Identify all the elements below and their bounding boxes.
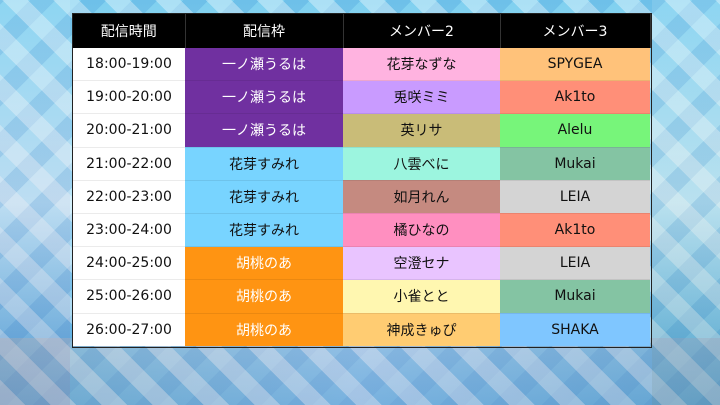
time-cell: 20:00-21:00 [73,113,185,148]
host-cell: 花芽すみれ [185,213,343,248]
column-header: メンバー3 [500,14,651,48]
time-cell: 22:00-23:00 [73,180,185,214]
member2-cell: 兎咲ミミ [343,80,500,115]
table-row: 25:00-26:00 胡桃のあ 小雀とと Mukai [73,279,650,314]
member2-cell: 如月れん [343,180,500,214]
host-cell: 一ノ瀬うるは [185,48,343,82]
member3-cell: Ak1to [500,80,650,115]
host-cell: 花芽すみれ [185,147,343,181]
header-row: 配信時間 配信枠 メンバー2 メンバー3 [73,14,651,48]
host-cell: 一ノ瀬うるは [185,80,343,115]
member2-cell: 橘ひなの [343,213,500,248]
member3-cell: LEIA [500,246,650,281]
schedule-table: 配信時間 配信枠 メンバー2 メンバー3 18:00-19:00 一ノ瀬うるは 花芽なずな… [73,14,651,347]
member3-cell: Ak1to [500,213,650,248]
host-cell: 胡桃のあ [185,246,343,281]
host-cell: 胡桃のあ [185,313,343,347]
character-art-left [0,0,70,405]
character-art-right [652,0,720,405]
time-cell: 23:00-24:00 [73,213,185,248]
member3-cell: SPYGEA [500,48,650,82]
member3-cell: LEIA [500,180,650,214]
member3-cell: Mukai [500,147,650,181]
member2-cell: 八雲べに [343,147,500,181]
table-row: 20:00-21:00 一ノ瀬うるは 英リサ Alelu [73,113,650,148]
host-cell: 胡桃のあ [185,279,343,314]
table-row: 18:00-19:00 一ノ瀬うるは 花芽なずな SPYGEA [73,48,650,82]
member3-cell: Alelu [500,113,650,148]
table-row: 22:00-23:00 花芽すみれ 如月れん LEIA [73,180,650,214]
table-row: 19:00-20:00 一ノ瀬うるは 兎咲ミミ Ak1to [73,80,650,115]
time-cell: 24:00-25:00 [73,246,185,281]
time-cell: 25:00-26:00 [73,279,185,314]
member3-cell: Mukai [500,279,650,314]
column-header: 配信時間 [73,14,186,48]
column-header: 配信枠 [185,14,344,48]
member2-cell: 空澄セナ [343,246,500,281]
table-row: 26:00-27:00 胡桃のあ 神成きゅぴ SHAKA [73,313,650,347]
table-row: 24:00-25:00 胡桃のあ 空澄セナ LEIA [73,246,650,281]
time-cell: 26:00-27:00 [73,313,185,347]
member2-cell: 花芽なずな [343,48,500,82]
table-row: 23:00-24:00 花芽すみれ 橘ひなの Ak1to [73,213,650,248]
member2-cell: 神成きゅぴ [343,313,500,347]
member3-cell: SHAKA [500,313,650,347]
table-row: 21:00-22:00 花芽すみれ 八雲べに Mukai [73,147,650,181]
member2-cell: 英リサ [343,113,500,148]
host-cell: 一ノ瀬うるは [185,113,343,148]
time-cell: 21:00-22:00 [73,147,185,181]
character-art-bottom [0,338,720,405]
time-cell: 19:00-20:00 [73,80,185,115]
time-cell: 18:00-19:00 [73,48,185,82]
host-cell: 花芽すみれ [185,180,343,214]
member2-cell: 小雀とと [343,279,500,314]
column-header: メンバー2 [343,14,501,48]
